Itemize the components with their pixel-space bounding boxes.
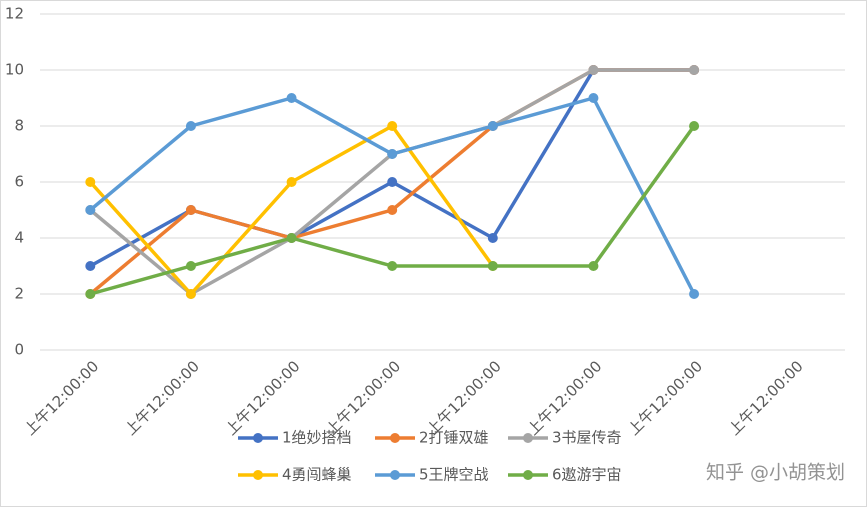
legend-label: 6遨游宇宙 <box>552 466 622 484</box>
y-tick-label: 6 <box>14 173 24 191</box>
legend-label: 1绝妙搭档 <box>282 429 352 447</box>
point <box>185 289 196 299</box>
point <box>85 205 96 215</box>
legend-marker <box>390 470 400 480</box>
y-tick-label: 10 <box>5 61 24 79</box>
legend-marker <box>253 433 263 443</box>
point <box>588 261 599 271</box>
point <box>85 289 96 299</box>
y-tick-label: 0 <box>14 341 24 359</box>
point <box>588 65 599 75</box>
point <box>286 93 297 103</box>
legend-label: 2打锤双雄 <box>419 429 489 447</box>
point <box>487 121 498 131</box>
point <box>387 261 398 271</box>
point <box>588 93 599 103</box>
legend-label: 4勇闯蜂巢 <box>282 466 352 484</box>
legend-marker <box>253 470 263 480</box>
legend-marker <box>523 470 533 480</box>
point <box>286 233 297 243</box>
watermark: 知乎 @小胡策划 <box>706 462 845 484</box>
y-tick-label: 12 <box>5 5 24 23</box>
legend-label: 3书屋传奇 <box>552 429 622 447</box>
point <box>387 149 398 159</box>
point <box>185 205 196 215</box>
point <box>689 121 700 131</box>
point <box>387 205 398 215</box>
point <box>689 289 700 299</box>
y-tick-label: 8 <box>14 117 24 135</box>
point <box>387 177 398 187</box>
y-tick-label: 4 <box>14 229 24 247</box>
legend-label: 5王牌空战 <box>419 466 489 484</box>
point <box>387 121 398 131</box>
point <box>85 261 96 271</box>
point <box>85 177 96 187</box>
legend-marker <box>523 433 533 443</box>
point <box>185 261 196 271</box>
point <box>689 65 700 75</box>
point <box>286 177 297 187</box>
y-tick-label: 2 <box>14 285 24 303</box>
legend-marker <box>390 433 400 443</box>
point <box>487 261 498 271</box>
point <box>487 233 498 243</box>
point <box>185 121 196 131</box>
